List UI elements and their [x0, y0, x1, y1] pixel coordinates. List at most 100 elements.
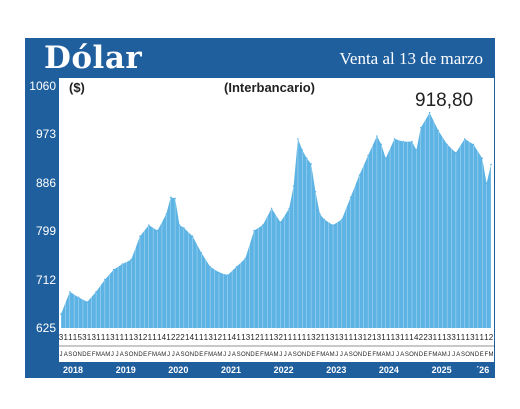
- day-tick-label: 3: [134, 333, 139, 342]
- data-point: [169, 196, 172, 199]
- day-tick-label: 1: [222, 333, 227, 342]
- data-point: [104, 278, 106, 281]
- day-tick-label: 1: [148, 333, 153, 342]
- day-tick-label: 1: [437, 333, 442, 342]
- y-tick-label: 1060: [29, 79, 56, 93]
- month-letter: S: [68, 352, 72, 358]
- data-point: [332, 224, 334, 226]
- data-point: [121, 263, 124, 265]
- year-label: 2024: [378, 365, 399, 375]
- day-tick-label: 1: [129, 333, 134, 342]
- day-tick-label: 1: [391, 333, 396, 342]
- data-point: [200, 252, 203, 254]
- day-tick-label: 3: [395, 333, 400, 342]
- data-point: [301, 149, 304, 151]
- day-tick-label: 1: [479, 333, 484, 342]
- month-letter: A: [344, 352, 348, 358]
- month-letter: M: [274, 352, 279, 358]
- month-letter: J: [228, 352, 231, 358]
- month-letter: D: [307, 352, 312, 358]
- month-letter: E: [199, 352, 203, 358]
- data-point: [178, 224, 181, 226]
- month-letter: F: [260, 352, 264, 358]
- last-value-label: 918,80: [415, 90, 474, 111]
- day-tick-label: 2: [419, 333, 424, 342]
- day-tick-label: 1: [292, 333, 297, 342]
- day-tick-label: 1: [120, 333, 125, 342]
- y-tick-label: 886: [35, 175, 56, 190]
- day-tick-label: 1: [297, 333, 302, 342]
- day-tick-label: 4: [414, 333, 419, 342]
- month-letter: M: [376, 352, 381, 358]
- month-letter: M: [320, 352, 325, 358]
- month-letter: F: [316, 352, 320, 358]
- month-letter: N: [302, 352, 306, 358]
- day-tick-label: 1: [152, 333, 157, 342]
- day-tick-label: 3: [358, 333, 363, 342]
- month-letter: A: [438, 352, 442, 358]
- data-point: [60, 313, 62, 315]
- month-letter: J: [172, 352, 175, 358]
- day-tick-label: 2: [316, 333, 321, 342]
- day-tick-label: 1: [73, 333, 78, 342]
- day-tick-label: 1: [87, 333, 92, 342]
- data-point: [279, 221, 282, 224]
- data-point: [428, 111, 431, 114]
- day-tick-label: 1: [475, 333, 480, 342]
- day-tick-label: 4: [162, 333, 167, 342]
- month-letter: F: [92, 352, 96, 358]
- day-tick-label: 1: [353, 333, 358, 342]
- day-tick-label: 3: [339, 333, 344, 342]
- month-letter: S: [349, 352, 353, 358]
- day-tick-label: 1: [283, 333, 288, 342]
- month-letter: O: [129, 352, 134, 358]
- data-point: [485, 182, 488, 185]
- y-axis-band: [25, 78, 59, 378]
- data-point: [411, 140, 413, 143]
- month-letter: N: [470, 352, 474, 358]
- day-tick-label: 3: [447, 333, 452, 342]
- day-tick-label: 2: [255, 333, 260, 342]
- month-letter: F: [204, 352, 208, 358]
- data-point: [69, 291, 71, 293]
- data-point: [226, 274, 229, 276]
- month-letter: F: [428, 352, 432, 358]
- data-point: [349, 196, 352, 199]
- month-letter: E: [255, 352, 259, 358]
- data-point: [341, 218, 343, 221]
- month-letter: A: [232, 352, 236, 358]
- data-point: [148, 224, 150, 226]
- month-letter: E: [367, 352, 371, 358]
- data-point: [209, 266, 211, 268]
- month-letter: A: [176, 352, 180, 358]
- day-tick-label: 1: [96, 333, 101, 342]
- day-tick-label: 1: [288, 333, 293, 342]
- month-letter: J: [340, 352, 343, 358]
- page-subtitle: Venta al 13 de marzo: [339, 49, 484, 68]
- data-point: [384, 157, 387, 160]
- header-bar: [25, 38, 495, 78]
- day-tick-label: 1: [386, 333, 391, 342]
- day-tick-label: 1: [101, 333, 106, 342]
- day-tick-label: 1: [124, 333, 129, 342]
- data-point: [358, 174, 361, 176]
- year-label: 2022: [273, 365, 294, 375]
- data-point: [262, 224, 264, 226]
- day-tick-label: 3: [330, 333, 335, 342]
- month-letter: F: [148, 352, 152, 358]
- month-letter: S: [124, 352, 128, 358]
- day-tick-label: 2: [171, 333, 176, 342]
- month-letter: F: [484, 352, 488, 358]
- data-point: [490, 163, 492, 166]
- day-tick-label: 2: [423, 333, 428, 342]
- month-letter: S: [461, 352, 465, 358]
- data-point: [218, 271, 220, 274]
- day-tick-label: 1: [269, 333, 274, 342]
- day-tick-label: 3: [451, 333, 456, 342]
- year-label: 2021: [221, 365, 242, 375]
- day-tick-label: 1: [349, 333, 354, 342]
- day-tick-label: 2: [489, 333, 494, 342]
- month-letter: M: [96, 352, 101, 358]
- month-letter: N: [134, 352, 138, 358]
- data-point: [139, 235, 141, 237]
